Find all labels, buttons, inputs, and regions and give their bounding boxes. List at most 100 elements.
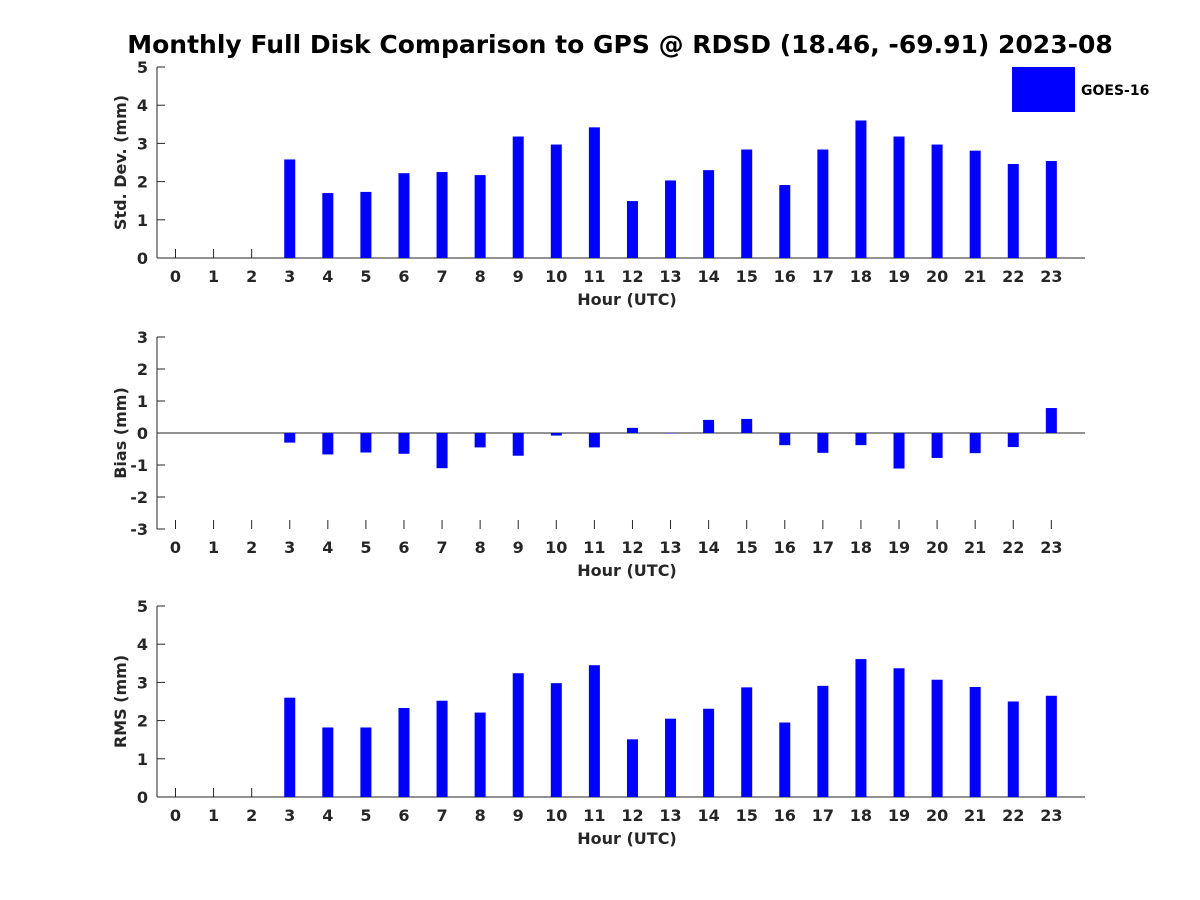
bar-hour-18 [855, 120, 867, 258]
bar-hour-13 [665, 433, 677, 434]
x-tick-label: 20 [926, 538, 948, 557]
bar-hour-23 [1045, 408, 1057, 433]
x-tick-label: 0 [170, 806, 181, 825]
x-tick-label: 17 [812, 538, 834, 557]
chart-title: Monthly Full Disk Comparison to GPS @ RD… [127, 30, 1113, 59]
x-tick-label: 3 [284, 806, 295, 825]
bar-hour-18 [855, 433, 867, 446]
bar-hour-22 [1007, 433, 1019, 448]
x-tick-label: 23 [1040, 806, 1062, 825]
bar-hour-21 [969, 433, 981, 454]
bar-hour-4 [322, 727, 334, 797]
bar-hour-3 [284, 697, 296, 797]
bar-hour-11 [588, 127, 600, 258]
y-tick-label: -2 [130, 488, 148, 507]
x-tick-label: 0 [170, 538, 181, 557]
bar-hour-8 [474, 175, 486, 258]
bar-hour-13 [665, 180, 677, 258]
y-tick-label: 4 [137, 96, 148, 115]
x-tick-label: 13 [659, 806, 681, 825]
bar-hour-7 [436, 433, 448, 469]
bar-hour-13 [665, 718, 677, 797]
y-axis-title-2: Bias (mm) [111, 387, 130, 479]
bar-hour-16 [779, 433, 791, 446]
x-tick-label: 19 [888, 267, 910, 286]
bar-hour-3 [284, 159, 296, 258]
bar-hour-14 [703, 170, 715, 258]
y-tick-label: 0 [137, 424, 148, 443]
bar-hour-18 [855, 659, 867, 797]
bar-hour-12 [626, 739, 638, 797]
x-tick-label: 14 [697, 806, 719, 825]
x-tick-label: 11 [583, 538, 605, 557]
bar-hour-6 [398, 707, 410, 797]
bar-hour-19 [893, 433, 905, 469]
x-tick-label: 9 [513, 538, 524, 557]
bar-hour-21 [969, 150, 981, 258]
x-tick-label: 8 [475, 538, 486, 557]
y-tick-label: 2 [137, 712, 148, 731]
bar-hour-22 [1007, 164, 1019, 258]
bar-hour-20 [931, 679, 943, 797]
y-tick-label: 3 [137, 134, 148, 153]
x-tick-label: 12 [621, 267, 643, 286]
x-tick-label: 18 [850, 267, 872, 286]
x-tick-label: 2 [246, 806, 257, 825]
x-tick-label: 12 [621, 538, 643, 557]
x-tick-label: 19 [888, 538, 910, 557]
x-tick-label: 13 [659, 538, 681, 557]
bar-hour-7 [436, 172, 448, 258]
bar-hour-9 [512, 673, 524, 797]
bar-hour-20 [931, 144, 943, 258]
x-axis-title-3: Hour (UTC) [577, 829, 677, 848]
bar-hour-5 [360, 191, 372, 258]
x-tick-label: 3 [284, 267, 295, 286]
x-tick-label: 22 [1002, 267, 1024, 286]
x-tick-label: 8 [475, 806, 486, 825]
bar-hour-5 [360, 727, 372, 797]
x-tick-label: 13 [659, 267, 681, 286]
bar-hour-8 [474, 433, 486, 448]
x-tick-label: 22 [1002, 538, 1024, 557]
bar-hour-10 [550, 144, 562, 258]
bar-hour-6 [398, 433, 410, 454]
bar-hour-4 [322, 433, 334, 455]
x-tick-label: 1 [208, 267, 219, 286]
y-tick-label: 5 [137, 597, 148, 616]
bar-hour-4 [322, 193, 334, 258]
bar-hour-12 [626, 427, 638, 433]
bar-hour-15 [741, 149, 753, 258]
x-tick-label: 9 [513, 806, 524, 825]
x-tick-label: 15 [736, 538, 758, 557]
x-tick-label: 0 [170, 267, 181, 286]
x-tick-label: 14 [697, 538, 719, 557]
x-tick-label: 2 [246, 538, 257, 557]
bar-hour-8 [474, 712, 486, 797]
bar-hour-16 [779, 185, 791, 258]
legend-label: GOES-16 [1081, 83, 1149, 99]
bar-hour-23 [1045, 695, 1057, 797]
x-tick-label: 10 [545, 538, 567, 557]
x-tick-label: 5 [360, 267, 371, 286]
bar-hour-20 [931, 433, 943, 458]
bar-hour-10 [550, 683, 562, 797]
y-tick-label: 4 [137, 635, 148, 654]
x-tick-label: 4 [322, 267, 333, 286]
bar-hour-17 [817, 149, 829, 258]
x-tick-label: 21 [964, 538, 986, 557]
x-tick-label: 4 [322, 538, 333, 557]
y-tick-label: 2 [137, 360, 148, 379]
x-tick-label: 14 [697, 267, 719, 286]
bar-hour-6 [398, 173, 410, 258]
bar-hour-23 [1045, 160, 1057, 258]
x-tick-label: 23 [1040, 538, 1062, 557]
x-tick-label: 16 [774, 267, 796, 286]
bar-hour-14 [703, 708, 715, 797]
x-tick-label: 12 [621, 806, 643, 825]
bar-hour-12 [626, 201, 638, 258]
x-tick-label: 22 [1002, 806, 1024, 825]
x-tick-label: 7 [436, 806, 447, 825]
x-tick-label: 20 [926, 806, 948, 825]
x-tick-label: 2 [246, 267, 257, 286]
